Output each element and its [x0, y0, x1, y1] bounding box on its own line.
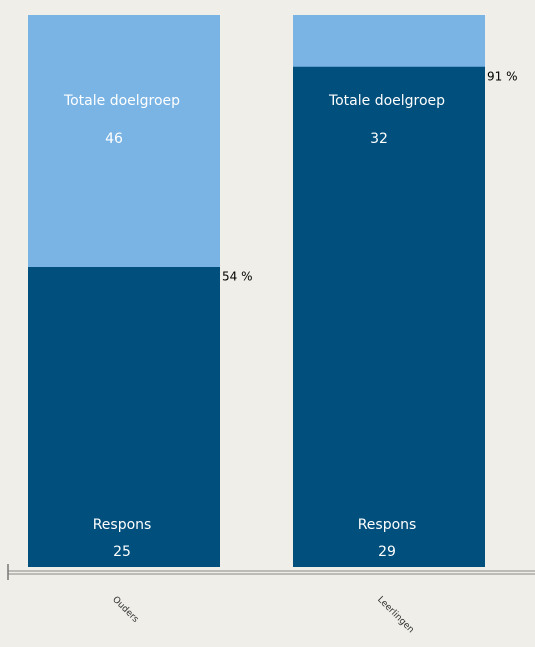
bar-response: [293, 66, 485, 567]
series-label: Totale doelgroep: [63, 93, 180, 109]
bar-response: [28, 267, 220, 567]
percentage-label: 54 %: [222, 270, 253, 284]
series-label: Respons: [358, 517, 417, 533]
x-tick-label: Ouders: [110, 595, 140, 625]
data-label: 32: [370, 131, 388, 147]
x-tick-label: Leerlingen: [375, 595, 416, 636]
data-label: 29: [378, 544, 396, 560]
series-label: Totale doelgroep: [328, 93, 445, 109]
series-label: Respons: [93, 517, 152, 533]
data-label: 25: [113, 544, 131, 560]
data-label: 46: [105, 131, 123, 147]
percentage-label: 91 %: [487, 69, 518, 83]
